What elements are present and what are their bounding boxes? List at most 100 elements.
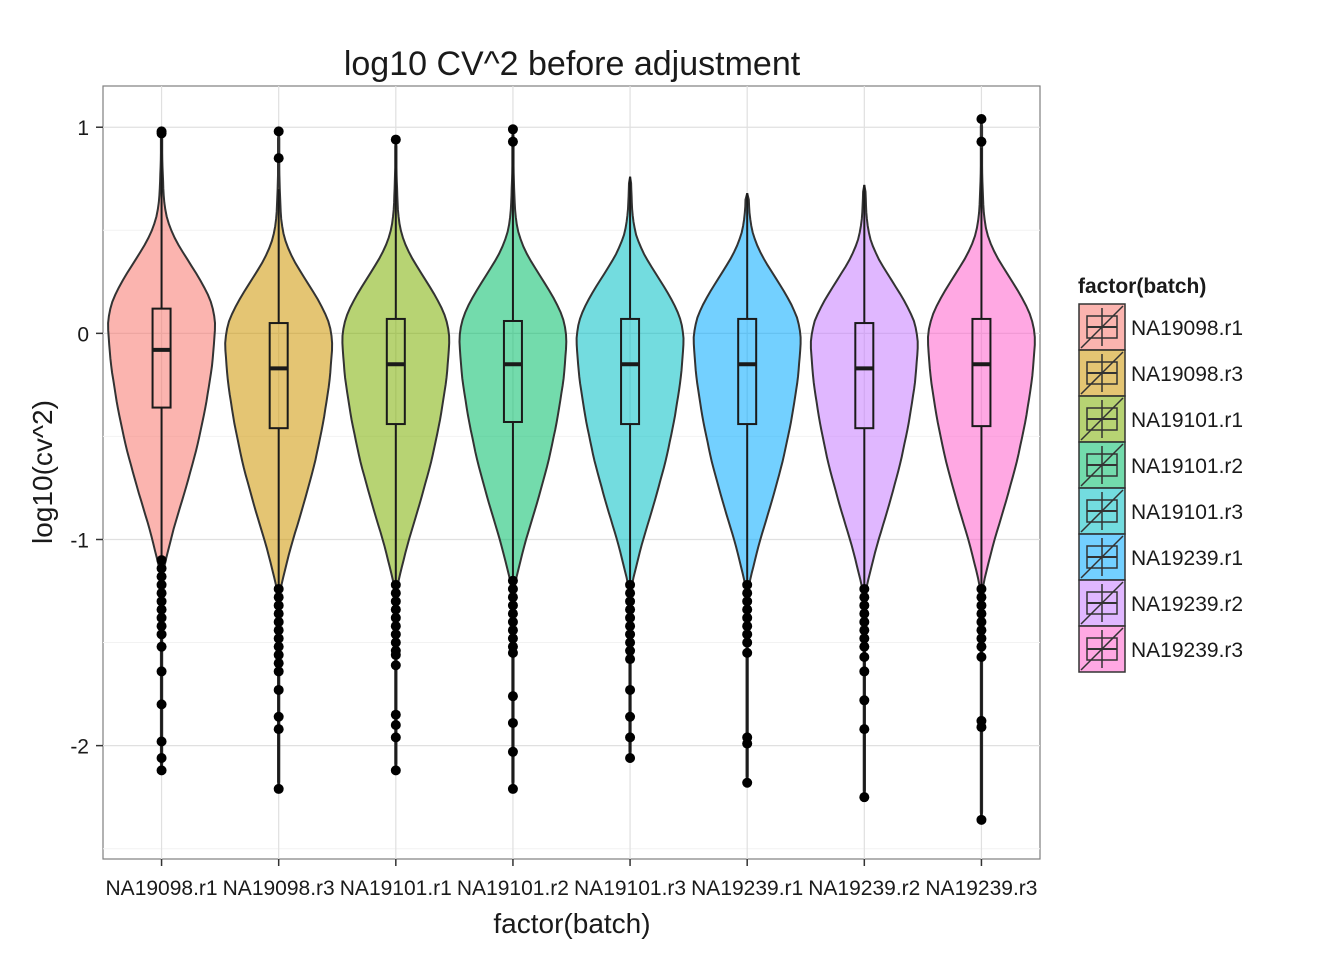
outlier-point [625,684,636,695]
outlier-point [273,600,284,611]
x-tick-label: NA19101.r3 [574,877,686,900]
outlier-point [390,579,401,590]
outlier-point [390,629,401,640]
legend-entry: NA19101.r1 [1078,395,1243,443]
outlier-point [742,738,753,749]
legend-label: NA19101.r3 [1131,501,1243,524]
box-body [385,317,406,426]
x-tick-label: NA19239.r1 [691,877,803,900]
outlier-point [156,736,167,747]
outlier-point [273,126,284,137]
outlier-point [859,592,870,603]
outlier-point [507,136,518,147]
box-body [737,317,758,426]
outlier-point [976,608,987,619]
outlier-point [507,575,518,586]
violin-group [341,134,451,776]
outlier-point [390,604,401,615]
outlier-point [859,641,870,652]
x-tick-label: NA19239.r3 [925,877,1037,900]
outlier-point [273,592,284,603]
outlier-point [625,732,636,743]
violin-group [224,126,334,794]
outlier-point [742,588,753,599]
outlier-point [625,711,636,722]
outlier-point [507,746,518,757]
outlier-point [390,134,401,145]
outlier-point [976,814,987,825]
x-tick-label: NA19101.r2 [457,877,569,900]
legend-entry: NA19101.r2 [1078,441,1243,489]
y-axis-label: log10(cv^2) [27,400,58,544]
violin-group [692,192,802,788]
outlier-point [859,616,870,627]
outlier-point [625,596,636,607]
legend-entry: NA19098.r1 [1078,303,1243,351]
outlier-point [156,752,167,763]
outlier-point [742,579,753,590]
legend-label: NA19098.r1 [1131,317,1243,340]
outlier-point [976,592,987,603]
violin-group [809,184,919,803]
outlier-point [507,124,518,135]
outlier-point [390,709,401,720]
legend-title: factor(batch) [1078,275,1206,298]
outlier-point [390,732,401,743]
legend-entry: NA19239.r2 [1078,579,1243,627]
outlier-point [156,555,167,566]
outlier-point [859,583,870,594]
outlier-point [976,641,987,652]
outlier-point [625,612,636,623]
legend-entry: NA19239.r1 [1078,533,1243,581]
legend-entry: NA19239.r3 [1078,625,1243,673]
outlier-point [976,583,987,594]
x-axis: NA19098.r1 NA19098.r3 NA19101.r1 NA19101.r2… [106,859,1037,900]
outlier-point [742,604,753,615]
outlier-point [273,724,284,735]
outlier-point [156,666,167,677]
outlier-point [625,621,636,632]
box-body [971,317,992,428]
outlier-point [859,633,870,644]
outlier-point [859,666,870,677]
x-axis-label: factor(batch) [493,908,650,939]
outlier-point [859,608,870,619]
outlier-point [742,637,753,648]
outlier-point [390,637,401,648]
outlier-point [273,583,284,594]
outlier-point [742,612,753,623]
x-tick-label: NA19239.r2 [808,877,920,900]
box-body [151,307,172,409]
violin-group [575,176,685,763]
violins [107,113,1036,825]
outlier-point [156,621,167,632]
outlier-point [156,579,167,590]
outlier-point [507,592,518,603]
outlier-point [156,588,167,599]
outlier-point [859,651,870,662]
outlier-point [742,629,753,640]
legend-label: NA19101.r1 [1131,409,1243,432]
outlier-point [156,699,167,710]
outlier-point [390,621,401,632]
outlier-point [156,765,167,776]
outlier-point [390,649,401,660]
outlier-point [156,571,167,582]
legend-entry: NA19098.r3 [1078,349,1243,397]
outlier-point [390,596,401,607]
outlier-point [273,153,284,164]
y-tick-label: -1 [70,529,89,552]
legend: factor(batch) NA19098.r1 NA19098.r3 NA1910… [1078,275,1243,673]
outlier-point [625,654,636,665]
chart-title: log10 CV^2 before adjustment [344,45,801,83]
outlier-point [390,765,401,776]
outlier-point [976,722,987,733]
box-body [620,317,641,426]
outlier-point [976,616,987,627]
x-tick-label: NA19098.r1 [106,877,218,900]
outlier-point [507,717,518,728]
outlier-point [390,720,401,731]
outlier-point [273,783,284,794]
outlier-point [625,629,636,640]
